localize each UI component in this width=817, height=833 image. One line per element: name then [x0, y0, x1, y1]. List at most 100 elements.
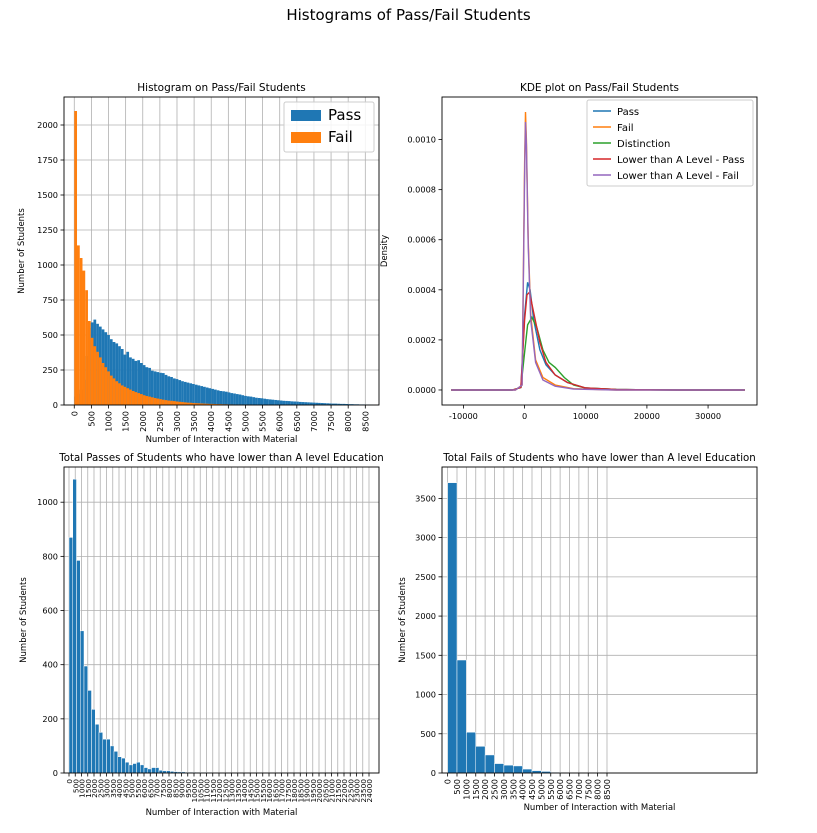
- histogram-bar: [137, 393, 141, 405]
- histogram-bar: [76, 560, 81, 774]
- histogram-pass-fail-panel: Histogram on Pass/Fail Students 0 250 500 75…: [17, 82, 380, 445]
- histogram-bar: [140, 363, 143, 405]
- x-axis-label: Number of Interaction with Material: [146, 435, 298, 445]
- y-tick-label: 0.0010: [407, 135, 436, 145]
- x-tick-label: 7500: [159, 779, 168, 798]
- x-tick-label: 2000: [138, 411, 148, 432]
- legend-label: Lower than A Level - Pass: [617, 155, 745, 166]
- y-axis-label: Number of Students: [19, 577, 29, 663]
- histogram-bar: [82, 270, 86, 405]
- x-tick-label: 8500: [360, 411, 370, 432]
- histogram-bar: [109, 339, 113, 405]
- y-tick-label: 750: [42, 295, 58, 305]
- x-tick-label: 4500: [223, 411, 233, 432]
- x-tick-label: 18000: [290, 779, 299, 803]
- x-tick-label: 22000: [340, 779, 349, 803]
- histogram-bar: [79, 258, 83, 405]
- histogram-bar: [156, 372, 160, 405]
- histogram-bar: [80, 630, 85, 774]
- histogram-bar: [252, 397, 256, 405]
- histogram-bar: [142, 395, 146, 405]
- histogram-bar: [194, 384, 198, 405]
- histogram-bar: [337, 403, 340, 405]
- legend-swatch: [291, 132, 321, 143]
- y-axis-label: Number of Students: [17, 208, 27, 294]
- histogram-bar: [241, 395, 245, 405]
- x-tick-label: 2500: [155, 411, 165, 432]
- x-tick-label: 17000: [278, 779, 287, 803]
- histogram-bar: [513, 765, 523, 774]
- histogram-bar: [197, 403, 201, 405]
- histogram-bar: [274, 399, 277, 405]
- histogram-bar: [156, 398, 160, 405]
- x-tick-label: 21500: [334, 779, 343, 803]
- legend-label: Distinction: [617, 139, 670, 150]
- axes-frame: [63, 466, 380, 774]
- histogram-bar: [172, 401, 176, 405]
- x-tick-label: 0: [522, 411, 527, 421]
- x-tick-label: 12000: [215, 779, 224, 803]
- histogram-bar: [315, 402, 319, 405]
- histogram-bar: [318, 402, 321, 405]
- histogram-bar: [123, 354, 127, 405]
- y-tick-label: 0.0004: [407, 285, 436, 295]
- histogram-bar: [203, 403, 206, 405]
- histogram-bar: [266, 399, 269, 405]
- x-tick-label: 11000: [203, 779, 212, 803]
- histogram-bar: [153, 398, 157, 405]
- histogram-bar: [95, 724, 100, 774]
- x-tick-label: 10500: [196, 779, 205, 803]
- histogram-bar: [233, 393, 236, 405]
- histogram-bar: [120, 385, 124, 405]
- x-tick-label: 6000: [555, 779, 565, 800]
- histogram-bar: [170, 377, 173, 405]
- y-tick-label: 2000: [415, 611, 436, 621]
- histogram-bar: [164, 374, 168, 405]
- histogram-bar: [142, 365, 146, 405]
- histogram-bar: [126, 388, 130, 405]
- axes-frame: [441, 96, 758, 406]
- histogram-bar: [205, 387, 209, 405]
- histogram-bar: [145, 367, 149, 405]
- legend-label: Fail: [328, 128, 353, 146]
- histogram-bar: [170, 400, 173, 405]
- y-tick-label: 400: [42, 660, 58, 670]
- histogram-bar: [213, 404, 217, 405]
- histogram-bar: [155, 767, 160, 774]
- histogram-bar: [178, 401, 182, 405]
- y-tick-label: 500: [420, 729, 436, 739]
- histogram-bar: [68, 537, 73, 774]
- x-tick-label: 17500: [284, 779, 293, 803]
- x-tick-label: 19500: [309, 779, 318, 803]
- x-tick-label: 15000: [253, 779, 262, 803]
- axes-frame: [441, 466, 758, 774]
- y-tick-label: 0.0006: [407, 235, 436, 245]
- axes-frame: [63, 96, 380, 406]
- legend-label: Pass: [328, 106, 361, 124]
- histogram-bar: [186, 402, 190, 405]
- x-tick-label: 4500: [527, 779, 537, 800]
- x-tick-label: 6000: [275, 411, 285, 432]
- histogram-bar: [211, 388, 214, 405]
- x-tick-label: 0: [443, 779, 453, 784]
- x-tick-label: 14000: [240, 779, 249, 803]
- histogram-bar: [125, 761, 130, 774]
- y-tick-label: 3500: [415, 493, 436, 503]
- histogram-bar: [298, 401, 302, 405]
- histogram-bar: [148, 367, 151, 405]
- x-tick-label: 18500: [296, 779, 305, 803]
- histogram-bar: [290, 401, 294, 405]
- x-tick-label: 2500: [490, 779, 500, 800]
- x-tick-label: -10000: [449, 411, 478, 421]
- chart-title: Total Passes of Students who have lower …: [58, 453, 383, 464]
- x-tick-label: 20000: [315, 779, 324, 803]
- histogram-bar: [181, 402, 184, 405]
- histogram-bar: [120, 349, 124, 405]
- x-tick-label: 3000: [499, 779, 509, 800]
- histogram-bar: [208, 388, 212, 405]
- histogram-bar: [189, 402, 193, 405]
- histogram-bar: [186, 382, 190, 405]
- histogram-bar: [484, 754, 495, 774]
- x-tick-label: 22500: [346, 779, 355, 803]
- histogram-bar: [126, 351, 130, 405]
